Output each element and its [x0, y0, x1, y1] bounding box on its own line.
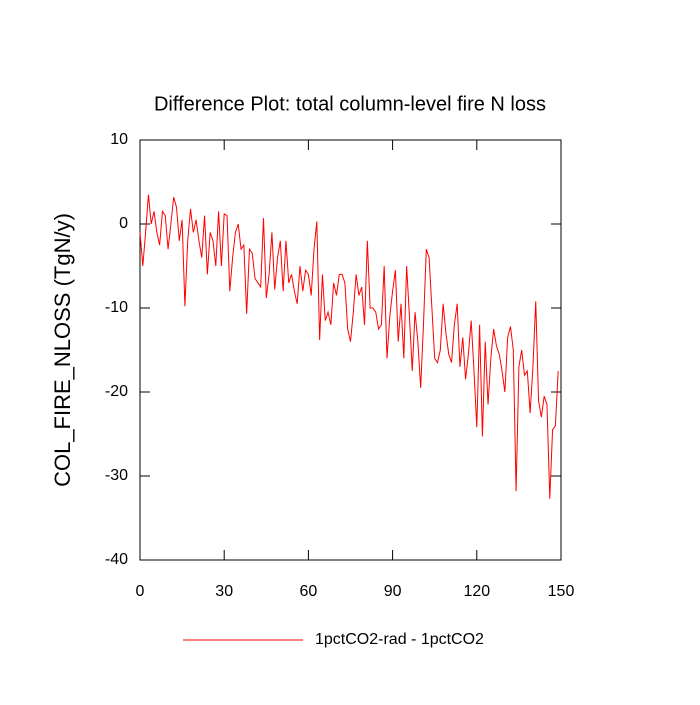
x-tick-label: 150	[548, 583, 575, 600]
x-tick-label: 60	[300, 583, 318, 600]
y-tick-label: -20	[105, 383, 128, 400]
x-tick-label: 90	[384, 583, 402, 600]
plot-frame	[139, 139, 562, 561]
y-tick-label: -40	[105, 551, 128, 568]
x-tick-label: 30	[215, 583, 233, 600]
y-axis-label: COL_FIRE_NLOSS (TgN/y)	[50, 213, 75, 487]
y-tick-label: -30	[105, 467, 128, 484]
x-tick-label: 120	[463, 583, 490, 600]
x-tick-label: 0	[136, 583, 145, 600]
data-line	[139, 194, 559, 499]
y-tick-label: 10	[110, 131, 128, 148]
chart-title: Difference Plot: total column-level fire…	[154, 93, 546, 115]
legend-label: 1pctCO2-rad - 1pctCO2	[315, 631, 484, 648]
y-tick-label: -10	[105, 299, 128, 316]
y-tick-label: 0	[119, 215, 128, 232]
